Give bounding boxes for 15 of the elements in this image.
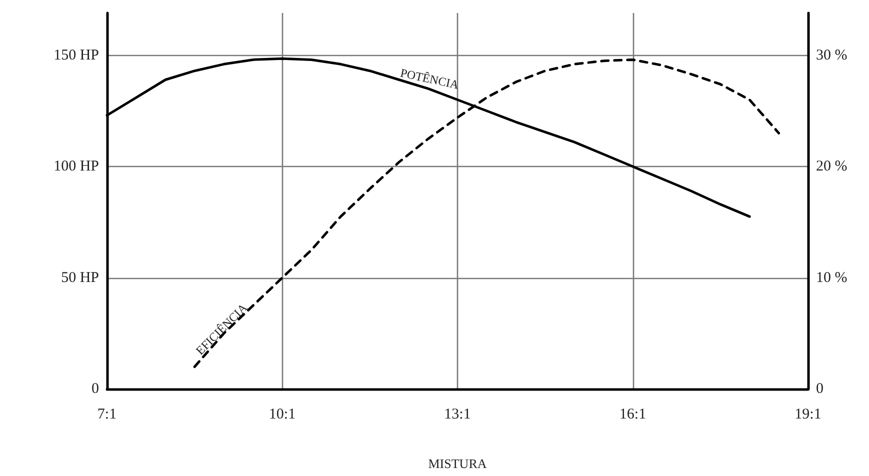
x-tick-label: 10:1	[268, 406, 296, 422]
x-tick-label: 16:1	[619, 406, 646, 422]
y-tick-label: 100 HP	[54, 158, 99, 175]
y2-tick-label: 20 %	[816, 158, 848, 175]
x-tick-label: 19:1	[794, 406, 822, 422]
y2-tick-label: 10 %	[816, 270, 848, 286]
x-tick-label: 13:1	[444, 406, 471, 422]
y2-tick-label: 30 %	[816, 47, 848, 64]
y-tick-label: 50 HP	[61, 270, 99, 286]
y-tick-label: 150 HP	[54, 47, 99, 64]
x-tick-label: 7:1	[97, 406, 117, 422]
y-tick-label: 0	[92, 381, 99, 397]
y2-tick-label: 0	[816, 381, 824, 397]
text: POTÊNCIA	[399, 66, 460, 92]
x-axis-title: MISTURA	[428, 456, 488, 471]
